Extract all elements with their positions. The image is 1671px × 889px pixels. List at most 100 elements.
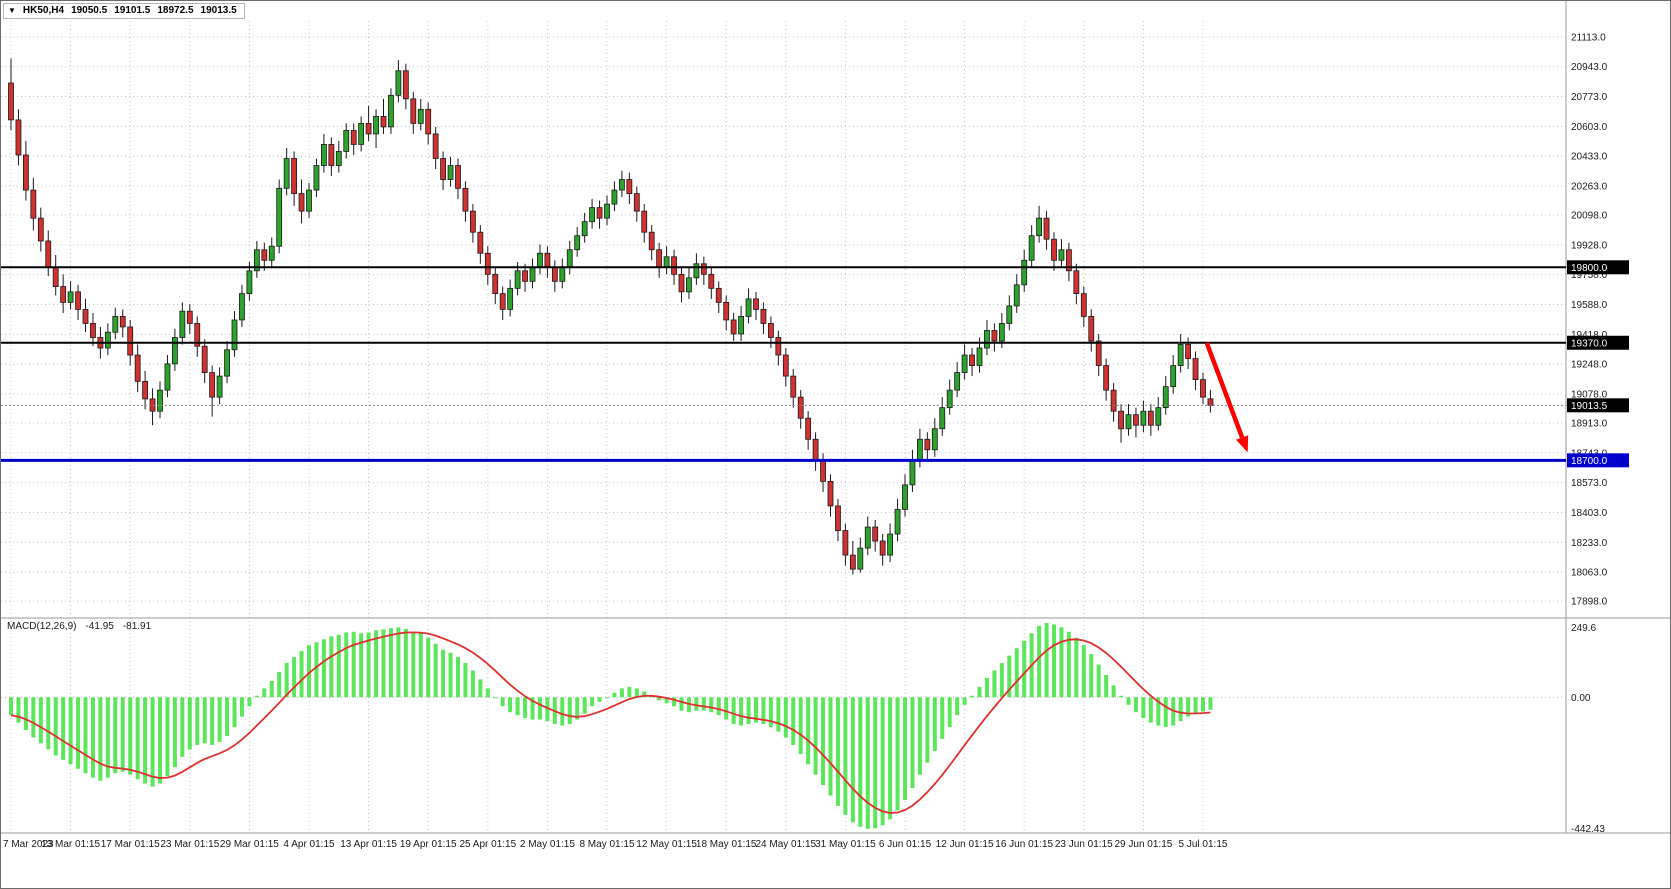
time-axis-label: 16 Jun 01:15 <box>995 839 1053 850</box>
macd-histogram-bar <box>225 697 230 736</box>
time-axis-label: 5 Jul 01:15 <box>1179 839 1228 850</box>
candle-body <box>194 323 201 347</box>
price-axis-label: 19928.0 <box>1571 240 1608 251</box>
macd-histogram-bar <box>202 697 207 744</box>
macd-histogram-bar <box>1052 624 1056 698</box>
macd-histogram-bar <box>828 697 833 796</box>
macd-histogram-bar <box>105 697 110 778</box>
macd-histogram-bar <box>999 663 1004 698</box>
candle-body <box>849 554 856 570</box>
macd-histogram-bar <box>612 692 617 698</box>
macd-histogram-bar <box>16 697 21 723</box>
candle-body <box>484 252 491 275</box>
candle-body <box>633 193 640 212</box>
macd-histogram-bar <box>31 697 36 738</box>
candle-body <box>656 249 663 268</box>
candle-body <box>1013 284 1020 307</box>
trend-arrow-line[interactable] <box>1204 341 1245 439</box>
candle-body <box>537 252 543 268</box>
price-badge-label: 19013.5 <box>1571 401 1608 412</box>
candle-body <box>753 298 759 310</box>
macd-histogram-bar <box>195 697 200 745</box>
macd-histogram-bar <box>850 697 855 823</box>
macd-histogram-bar <box>403 628 408 698</box>
macd-histogram-bar <box>232 697 237 728</box>
candle-body <box>931 428 938 451</box>
candle-body <box>760 309 767 324</box>
macd-histogram-bar <box>977 686 982 698</box>
macd-histogram-bar <box>1104 674 1109 698</box>
macd-histogram-bar <box>895 697 900 811</box>
candle-body <box>745 298 752 317</box>
candle-body <box>157 389 163 412</box>
macd-histogram-bar <box>247 697 252 707</box>
candle-body <box>343 130 350 152</box>
candle-body <box>686 277 692 293</box>
macd-histogram-bar <box>500 697 505 707</box>
macd-histogram-bar <box>925 697 930 763</box>
macd-histogram-bar <box>485 688 490 698</box>
macd-signal-value: -81.91 <box>122 621 152 632</box>
macd-histogram-bar <box>1022 640 1027 698</box>
candle-body <box>790 375 797 398</box>
candle-body <box>984 330 990 349</box>
macd-histogram-bar <box>83 697 88 774</box>
candle-body <box>45 240 52 268</box>
macd-histogram-bar <box>180 697 185 757</box>
candle-body <box>700 263 707 275</box>
macd-histogram-bar <box>217 697 222 742</box>
candle-body <box>224 349 230 377</box>
candle-body <box>961 354 968 373</box>
macd-histogram-bar <box>590 697 595 707</box>
candle-body <box>1125 414 1132 430</box>
macd-histogram-bar <box>433 643 438 698</box>
macd-histogram-bar <box>1074 637 1079 698</box>
macd-histogram-bar <box>940 697 945 739</box>
macd-histogram-bar <box>746 697 751 725</box>
macd-histogram-bar <box>374 630 379 698</box>
macd-histogram-bar <box>701 697 706 711</box>
macd-histogram-bar <box>679 697 684 711</box>
candle-body <box>440 158 447 180</box>
macd-histogram-bar <box>120 697 125 772</box>
candle-body <box>566 249 573 268</box>
candle-body <box>857 547 864 570</box>
macd-histogram-bar <box>716 697 721 716</box>
macd-histogram-bar <box>865 697 870 829</box>
candle-body <box>335 151 342 166</box>
candle-body <box>298 193 305 212</box>
macd-histogram-bar <box>858 697 863 827</box>
macd-histogram-bar <box>806 697 811 765</box>
macd-histogram-bar <box>1178 697 1183 722</box>
symbol-info-bar[interactable]: ▼ HK50,H4 19050.5 19101.5 18972.5 19013.… <box>3 3 245 19</box>
candle-body <box>90 323 96 338</box>
candle-body <box>663 256 670 268</box>
macd-histogram-bar <box>135 697 140 780</box>
macd-histogram-bar <box>634 688 639 698</box>
time-axis-label: 23 Mar 01:15 <box>160 839 219 850</box>
macd-histogram-bar <box>731 697 736 725</box>
macd-histogram-bar <box>321 639 326 698</box>
candle-body <box>1095 340 1102 366</box>
candle-body <box>395 70 402 96</box>
macd-histogram-bar <box>46 697 51 750</box>
symbol-label: HK50,H4 <box>22 5 65 16</box>
candle-body <box>30 189 37 219</box>
candle-body <box>365 122 372 135</box>
price-axis-label: 18063.0 <box>1571 568 1608 579</box>
macd-histogram-bar <box>1081 645 1086 698</box>
candle-body <box>917 438 923 461</box>
candle-body <box>1080 293 1087 317</box>
price-axis-label: 20773.0 <box>1571 92 1608 103</box>
symbol-dropdown-icon[interactable]: ▼ <box>8 6 16 15</box>
candle-body <box>842 530 849 556</box>
macd-histogram-bar <box>545 697 550 722</box>
macd-histogram-bar <box>441 649 446 698</box>
price-badge-label: 18700.0 <box>1571 456 1608 467</box>
macd-histogram-bar <box>307 645 311 698</box>
macd-histogram-bar <box>23 697 28 731</box>
trend-arrow-head[interactable] <box>1236 435 1249 453</box>
price-axis-label: 19248.0 <box>1571 360 1608 371</box>
price-axis-label: 18233.0 <box>1571 538 1608 549</box>
